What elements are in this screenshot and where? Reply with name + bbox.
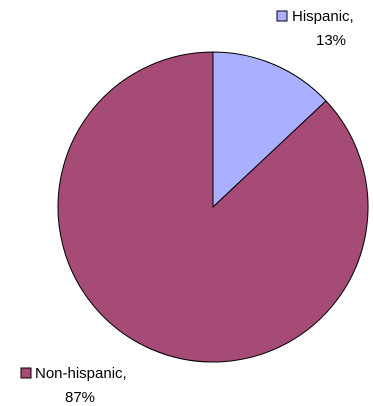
hispanic-label-percent: 13% (316, 32, 346, 49)
non-hispanic-data-label: Non-hispanic, 87% (20, 365, 127, 406)
pie-slice-non-hispanic (57, 51, 369, 363)
non-hispanic-label-category: Non-hispanic, (35, 365, 127, 382)
pie-slices (57, 51, 369, 363)
hispanic-data-label: Hispanic, 13% (276, 8, 354, 49)
pie-slice-hispanic (212, 51, 327, 209)
non-hispanic-legend-key (20, 367, 32, 379)
hispanic-label-category: Hispanic, (292, 8, 354, 25)
hispanic-legend-key (276, 10, 288, 22)
non-hispanic-label-percent: 87% (65, 389, 95, 406)
